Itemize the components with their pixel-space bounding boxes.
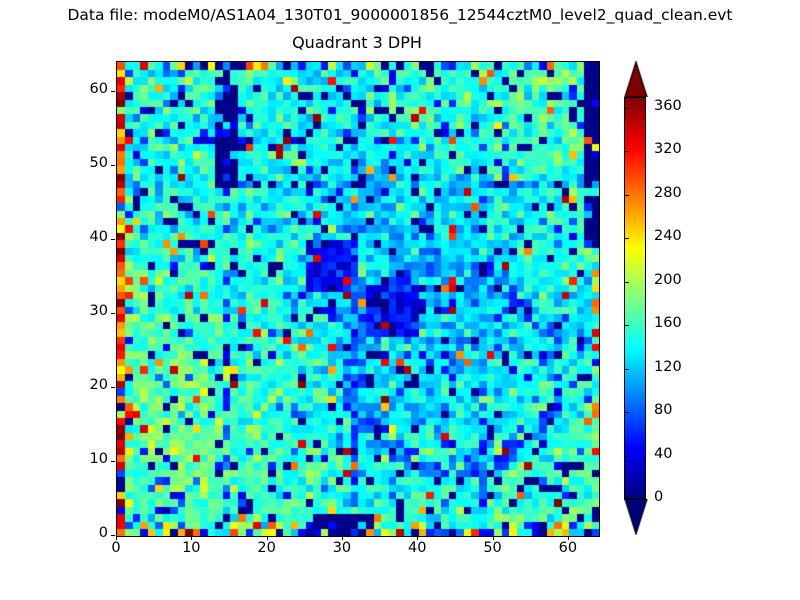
y-tick-mark <box>111 460 115 462</box>
colorbar-tick-mark <box>624 281 629 283</box>
data-file-label: Data file: modeM0/AS1A04_130T01_90000018… <box>67 6 733 24</box>
y-tick-mark <box>111 386 115 388</box>
y-tick-label: 50 <box>89 154 108 171</box>
y-tick-mark <box>111 238 115 240</box>
y-tick-mark <box>111 312 115 314</box>
colorbar-tick-mark <box>624 499 629 500</box>
dph-heatmap-axes <box>116 61 600 537</box>
x-tick-label: 20 <box>257 540 276 556</box>
colorbar-tick-mark <box>624 368 629 370</box>
y-tick-mark <box>111 90 115 92</box>
colorbar-tick-label: 0 <box>654 489 664 505</box>
x-tick-label: 40 <box>408 540 427 556</box>
y-tick-mark <box>111 164 115 166</box>
x-tick-mark <box>341 536 343 540</box>
y-tick-label: 30 <box>89 302 108 319</box>
dph-heatmap-image <box>117 62 599 536</box>
colorbar-tick-label: 320 <box>654 141 682 158</box>
y-tick-label: 40 <box>89 228 108 245</box>
colorbar-tick-mark <box>624 107 629 109</box>
x-tick-label: 30 <box>332 540 352 556</box>
colorbar-tick-label: 160 <box>654 315 682 332</box>
plot-title: Quadrant 3 DPH <box>292 33 422 52</box>
colorbar-tick-label: 360 <box>654 97 682 114</box>
x-tick-label: 60 <box>558 540 578 556</box>
y-tick-label: 60 <box>89 80 108 97</box>
y-tick-mark <box>111 535 115 536</box>
x-tick-mark <box>417 536 419 540</box>
x-tick-mark <box>492 536 494 540</box>
colorbar-tick-mark <box>624 455 629 457</box>
colorbar-tick-mark <box>624 194 629 196</box>
colorbar-tick-label: 40 <box>654 445 673 462</box>
colorbar-extend-min-arrow-icon <box>624 499 648 535</box>
colorbar-extend-max-arrow-icon <box>624 61 648 97</box>
colorbar-tick-label: 200 <box>654 271 682 288</box>
colorbar-gradient <box>624 97 646 499</box>
colorbar <box>624 61 648 535</box>
x-tick-mark <box>116 536 117 540</box>
colorbar-tick-mark <box>624 325 629 327</box>
x-tick-mark <box>266 536 268 540</box>
x-tick-mark <box>191 536 193 540</box>
colorbar-tick-label: 240 <box>654 228 682 245</box>
x-tick-label: 50 <box>483 540 502 556</box>
x-tick-mark <box>567 536 569 540</box>
y-tick-label: 20 <box>89 376 108 393</box>
colorbar-tick-label: 80 <box>654 402 673 419</box>
colorbar-tick-label: 120 <box>654 358 682 375</box>
y-tick-label: 10 <box>89 450 108 467</box>
y-tick-label: 0 <box>98 525 108 541</box>
x-tick-label: 10 <box>182 540 201 556</box>
colorbar-tick-label: 280 <box>654 184 682 201</box>
colorbar-tick-mark <box>624 238 629 240</box>
colorbar-tick-mark <box>624 412 629 414</box>
x-tick-label: 0 <box>111 540 121 556</box>
colorbar-tick-mark <box>624 151 629 153</box>
